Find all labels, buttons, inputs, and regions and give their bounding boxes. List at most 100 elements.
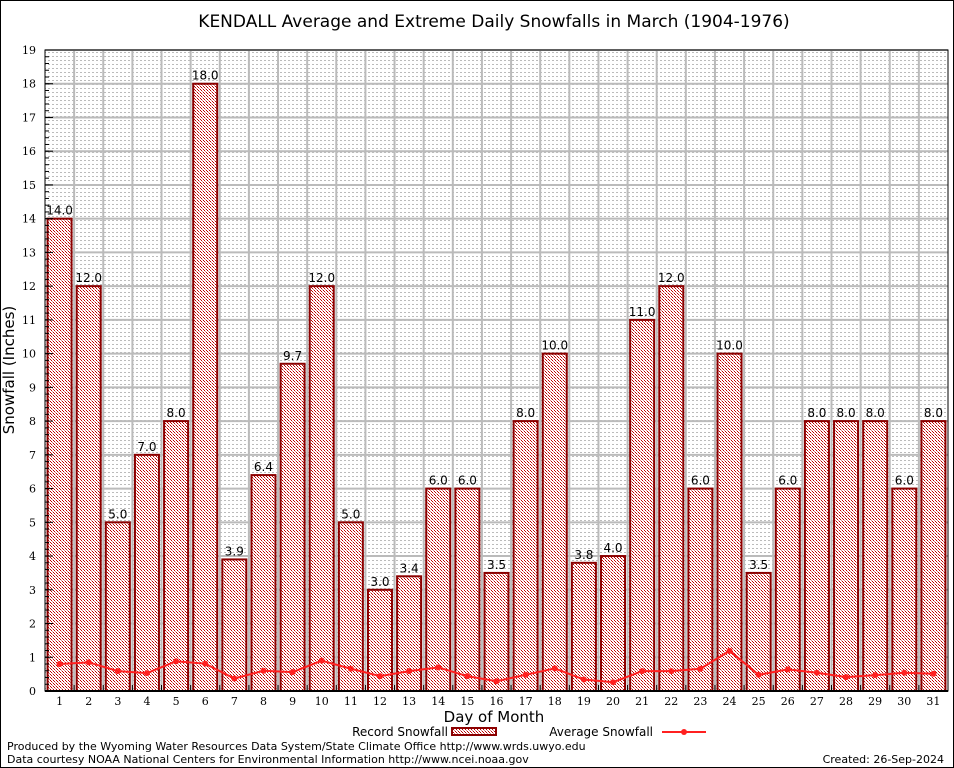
average-point-day-26	[784, 666, 791, 673]
x-tick-label: 8	[260, 695, 267, 708]
bar-data-label: 6.0	[895, 474, 914, 488]
bar-data-label: 8.0	[924, 406, 943, 420]
average-point-day-30	[901, 669, 908, 676]
bar-data-label: 18.0	[192, 69, 219, 83]
x-tick-label: 6	[202, 695, 209, 708]
bar-data-label: 3.4	[400, 561, 419, 575]
y-tick-label: 9	[29, 381, 36, 394]
bar-data-label: 3.8	[574, 548, 593, 562]
x-tick-label: 24	[723, 695, 737, 708]
x-tick-label: 31	[926, 695, 940, 708]
bar-data-label: 9.7	[283, 349, 302, 363]
bar-record-day-7	[221, 558, 248, 693]
bar-record-day-22	[658, 285, 685, 692]
x-tick-label: 30	[897, 695, 911, 708]
average-point-day-27	[813, 669, 820, 676]
bar-record-day-4	[133, 453, 160, 692]
x-tick-label: 23	[693, 695, 707, 708]
average-point-day-5	[173, 658, 180, 665]
average-point-day-12	[376, 673, 383, 680]
average-point-day-3	[114, 668, 121, 675]
bar-data-label: 6.0	[691, 474, 710, 488]
bar-record-day-27	[803, 420, 830, 692]
bar-data-label: 6.0	[458, 474, 477, 488]
bar-data-label: 3.5	[749, 558, 768, 572]
average-point-day-29	[872, 672, 879, 679]
average-point-day-11	[347, 665, 354, 672]
x-tick-label: 29	[868, 695, 882, 708]
y-tick-label: 14	[22, 213, 36, 226]
bar-record-day-9	[279, 362, 306, 692]
bar-data-label: 10.0	[541, 339, 568, 353]
y-tick-label: 3	[29, 584, 36, 597]
x-tick-label: 20	[606, 695, 620, 708]
footer-data-courtesy: Data courtesy NOAA National Centers for …	[7, 753, 529, 766]
y-axis-label: Snowfall (Inches)	[0, 306, 18, 434]
bar-data-label: 5.0	[108, 507, 127, 521]
average-point-day-13	[406, 668, 413, 675]
average-point-day-28	[843, 674, 850, 681]
bar-record-day-6	[192, 82, 219, 693]
chart-title: KENDALL Average and Extreme Daily Snowfa…	[198, 12, 789, 32]
y-tick-label: 6	[29, 483, 36, 496]
bar-data-label: 6.0	[429, 474, 448, 488]
bar-data-label: 12.0	[75, 271, 102, 285]
legend-record-swatch	[451, 727, 497, 736]
average-point-day-22	[668, 668, 675, 675]
average-point-day-8	[260, 667, 267, 674]
average-point-day-18	[551, 665, 558, 672]
x-tick-label: 7	[231, 695, 238, 708]
y-tick-label: 8	[29, 415, 36, 428]
y-tick-label: 7	[29, 449, 36, 462]
x-tick-label: 15	[460, 695, 474, 708]
bar-data-label: 11.0	[629, 305, 656, 319]
average-point-day-10	[318, 657, 325, 664]
bar-record-day-31	[920, 420, 947, 692]
x-tick-label: 12	[373, 695, 387, 708]
average-point-day-21	[639, 668, 646, 675]
x-tick-label: 4	[143, 695, 150, 708]
x-tick-label: 17	[519, 695, 533, 708]
x-tick-label: 28	[839, 695, 853, 708]
x-tick-label: 10	[315, 695, 329, 708]
bar-data-label: 10.0	[716, 339, 743, 353]
average-point-day-4	[143, 670, 150, 677]
legend-record-label: Record Snowfall	[352, 725, 448, 739]
bar-record-day-21	[629, 318, 656, 692]
x-tick-label: 19	[577, 695, 591, 708]
average-point-day-20	[610, 679, 617, 686]
bar-record-day-15	[454, 487, 481, 692]
legend-average-label: Average Snowfall	[549, 725, 653, 739]
y-tick-label: 4	[29, 550, 36, 563]
average-line	[56, 647, 937, 686]
bar-record-day-14	[425, 487, 452, 692]
bar-data-label: 8.0	[837, 406, 856, 420]
x-tick-label: 18	[548, 695, 562, 708]
bar-data-label: 7.0	[137, 440, 156, 454]
average-point-day-15	[464, 673, 471, 680]
legend: Record Snowfall Average Snowfall	[352, 725, 706, 739]
x-tick-label: 22	[664, 695, 678, 708]
bar-record-day-19	[570, 561, 597, 692]
y-tick-label: 11	[22, 314, 36, 327]
average-point-day-16	[493, 678, 500, 685]
bar-record-day-18	[541, 352, 568, 692]
x-tick-label: 25	[752, 695, 766, 708]
average-point-day-17	[522, 671, 529, 678]
bar-data-label: 3.9	[225, 544, 244, 558]
bar-record-day-20	[600, 555, 627, 692]
x-tick-label: 13	[402, 695, 416, 708]
bar-record-day-17	[512, 420, 539, 692]
bar-record-day-30	[891, 487, 918, 692]
y-tick-label: 2	[29, 618, 36, 631]
y-tick-label: 12	[22, 280, 36, 293]
y-tick-label: 19	[22, 44, 36, 57]
bar-data-label: 4.0	[603, 541, 622, 555]
bar-data-label: 8.0	[807, 406, 826, 420]
footer-produced-by: Produced by the Wyoming Water Resources …	[7, 740, 586, 753]
bar-record-day-10	[308, 285, 335, 692]
bar-record-day-28	[833, 420, 860, 692]
bar-data-label: 12.0	[658, 271, 685, 285]
bar-record-day-2	[75, 285, 102, 692]
bar-data-label: 14.0	[46, 204, 73, 218]
